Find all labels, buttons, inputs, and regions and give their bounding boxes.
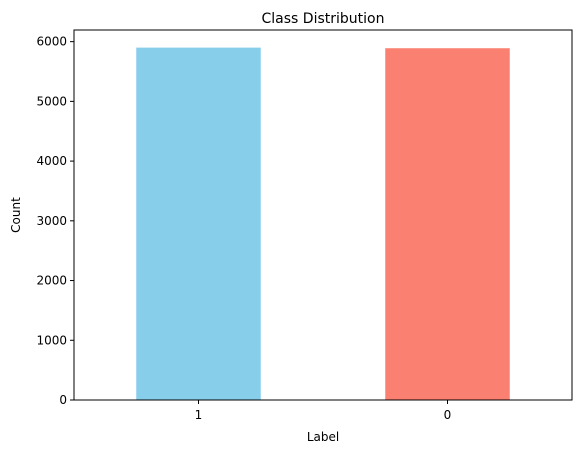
y-tick-label: 3000	[36, 214, 67, 228]
y-tick-label: 2000	[36, 274, 67, 288]
y-axis-label: Count	[9, 197, 23, 233]
y-tick-label: 1000	[36, 333, 67, 347]
y-axis-ticks: 0 1000 2000 3000 4000 5000 6000	[36, 35, 74, 407]
y-tick-label: 0	[59, 393, 67, 407]
y-tick-label: 6000	[36, 35, 67, 49]
x-axis-label: Label	[307, 430, 339, 444]
bar-0	[385, 48, 510, 400]
y-tick-label: 4000	[36, 154, 67, 168]
chart-title: Class Distribution	[262, 11, 385, 27]
x-tick-label: 0	[444, 408, 452, 422]
bars-group	[136, 48, 510, 400]
x-tick-label: 1	[195, 408, 203, 422]
bar-1	[136, 48, 261, 400]
y-tick-label: 5000	[36, 94, 67, 108]
